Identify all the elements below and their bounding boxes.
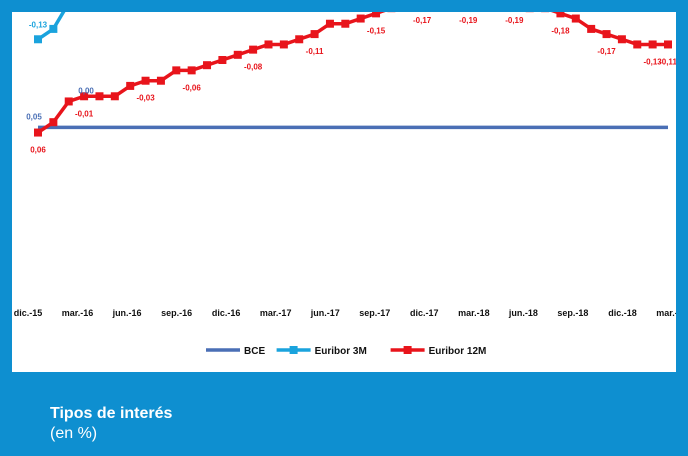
data-point	[617, 35, 626, 44]
chart-caption: Tipos de interés (en %)	[50, 404, 172, 444]
data-label: 0,00	[78, 86, 94, 95]
legend-label: BCE	[244, 346, 265, 357]
data-label: 0,06	[30, 146, 46, 155]
x-tick-label: mar.-17	[260, 308, 292, 318]
data-point	[295, 35, 304, 44]
x-tick-label: mar.-16	[62, 308, 94, 318]
x-tick-label: dic.-16	[212, 308, 241, 318]
data-point	[141, 76, 150, 85]
data-label: -0,06	[183, 83, 202, 92]
data-point	[34, 35, 42, 44]
x-tick-label: jun.-16	[112, 308, 142, 318]
data-point	[310, 30, 319, 39]
data-label: -0,13	[29, 20, 48, 29]
data-label: -0,13	[644, 57, 663, 66]
data-label: -0,03	[136, 94, 155, 103]
data-label: -0,17	[413, 16, 432, 25]
data-point	[187, 66, 196, 75]
x-tick-label: dic.-17	[410, 308, 439, 318]
data-point	[203, 61, 212, 70]
data-point	[587, 24, 596, 33]
x-tick-label: sep.-17	[359, 308, 390, 318]
data-point	[341, 19, 350, 28]
legend-marker	[403, 346, 412, 354]
data-label: -0,19	[505, 16, 524, 25]
x-tick-label: mar.-19	[656, 308, 676, 318]
data-point	[64, 97, 73, 106]
x-tick-label: jun.-18	[508, 308, 538, 318]
data-point	[218, 56, 227, 64]
data-point	[556, 12, 565, 18]
x-tick-label: dic.-18	[608, 308, 637, 318]
data-point	[264, 40, 273, 49]
data-point	[80, 92, 89, 101]
data-point	[49, 24, 58, 33]
data-label: -0,15	[367, 26, 386, 35]
caption-subtitle: (en %)	[50, 425, 98, 442]
data-point	[602, 30, 611, 39]
data-point	[34, 128, 42, 137]
data-point	[633, 40, 642, 49]
data-label: -0,01	[75, 109, 94, 118]
data-label: -0,18	[551, 26, 570, 35]
data-point	[249, 45, 258, 54]
legend-marker	[289, 346, 298, 354]
data-label: -0,19	[459, 16, 478, 25]
x-tick-label: sep.-16	[161, 308, 192, 318]
series-line-euribor-12m	[37, 12, 668, 134]
x-tick-label: dic.-15	[14, 308, 43, 318]
data-point	[156, 76, 165, 85]
data-point	[648, 40, 657, 49]
data-point	[356, 14, 365, 23]
data-point	[279, 40, 288, 49]
data-point	[172, 66, 181, 75]
data-label: -0,11	[659, 57, 676, 66]
data-point	[49, 118, 58, 127]
data-point	[233, 50, 242, 59]
legend-label: Euribor 12M	[429, 346, 487, 357]
data-label: -0,08	[244, 63, 263, 72]
data-point	[126, 81, 135, 90]
data-point	[110, 92, 119, 101]
data-point	[571, 14, 580, 23]
x-tick-label: sep.-18	[557, 308, 588, 318]
data-label: -0,17	[597, 47, 616, 56]
line-chart: -0,13-0,23-0,27-0,30-0,32-0,33-0,33-0,33…	[14, 12, 676, 357]
data-point	[664, 40, 672, 49]
legend-label: Euribor 3M	[315, 346, 367, 357]
x-tick-label: mar.-18	[458, 308, 490, 318]
data-point	[95, 92, 104, 101]
caption-title: Tipos de interés	[50, 405, 173, 422]
data-label: 0,05	[26, 112, 42, 121]
data-point	[372, 12, 381, 18]
x-tick-label: jun.-17	[310, 308, 340, 318]
chart-panel: -0,13-0,23-0,27-0,30-0,32-0,33-0,33-0,33…	[12, 12, 676, 372]
data-point	[325, 19, 334, 28]
data-label: -0,11	[306, 47, 324, 56]
